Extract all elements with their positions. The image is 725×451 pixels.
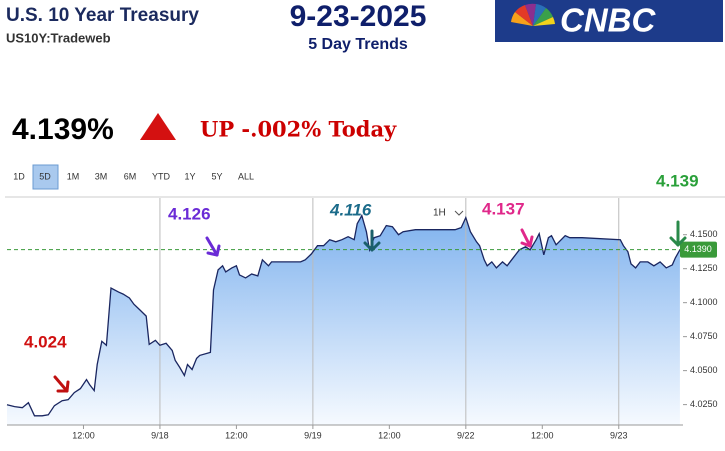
y-tick-label: 4.0250 [690, 399, 718, 409]
x-tick-label: 12:00 [531, 430, 554, 440]
annotation: 4.126 [168, 204, 211, 223]
x-tick-label: 9/19 [304, 430, 322, 440]
x-tick-label: 12:00 [225, 430, 248, 440]
range-button[interactable]: 6M [124, 171, 137, 181]
line [6, 213, 681, 417]
x-tick-label: 9/22 [457, 430, 475, 440]
area-fill [7, 215, 680, 425]
last-price-label: 4.1390 [684, 244, 712, 254]
range-button[interactable]: YTD [152, 171, 171, 181]
symbol: US10Y:Tradeweb [6, 30, 111, 45]
dropdown-chevron[interactable] [454, 210, 464, 216]
x-tick-label: 9/23 [610, 430, 628, 440]
x-tick-label: 9/18 [151, 430, 169, 440]
y-tick-label: 4.1500 [690, 229, 718, 239]
range-button[interactable]: 3M [95, 171, 108, 181]
logo-text: CNBC [560, 2, 656, 39]
annotation: 4.137 [482, 199, 525, 218]
y-tick-label: 4.1000 [690, 297, 718, 307]
range-button[interactable]: 1M [67, 171, 80, 181]
arrows [53, 220, 687, 393]
peacock [511, 3, 555, 26]
interval[interactable]: 1H [433, 208, 446, 219]
range-button[interactable]: ALL [238, 171, 254, 181]
range-button[interactable]: 5D [39, 171, 51, 181]
subtitle: 5 Day Trends [308, 36, 408, 53]
logo: CNBC [495, 0, 723, 42]
last-price-badge [680, 241, 717, 258]
title: U.S. 10 Year Treasury [6, 5, 199, 26]
x-tick-label: 12:00 [72, 430, 95, 440]
change: UP -.002% Today [200, 117, 397, 142]
annotation: 4.024 [24, 332, 67, 351]
range-button[interactable]: 5Y [211, 171, 222, 181]
y-tick-label: 4.0500 [690, 365, 718, 375]
up-triangle [140, 113, 176, 140]
annotation: 4.139 [656, 171, 699, 190]
annotation: 4.116 [329, 200, 372, 219]
y-tick-label: 4.0750 [690, 331, 718, 341]
x-tick-label: 12:00 [378, 430, 401, 440]
range-button[interactable]: 1D [13, 171, 25, 181]
date: 9-23-2025 [290, 0, 427, 33]
y-tick-label: 4.1250 [690, 263, 718, 273]
price: 4.139% [12, 113, 114, 146]
selected-button [32, 164, 59, 190]
range-button[interactable]: 1Y [184, 171, 195, 181]
